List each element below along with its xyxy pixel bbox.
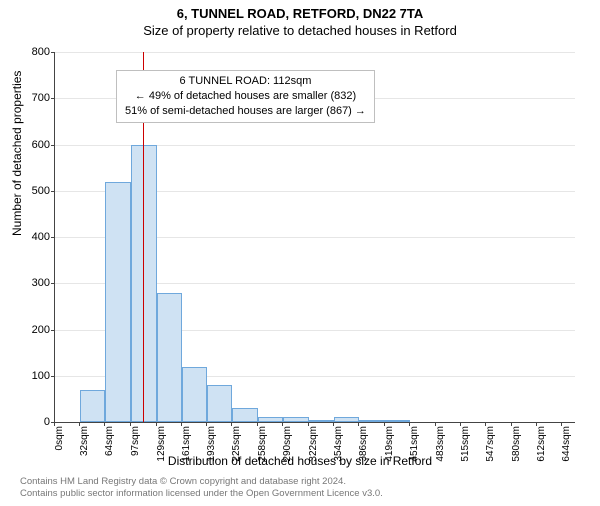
xtick-label: 644sqm xyxy=(561,426,572,476)
histogram-bar xyxy=(385,420,410,422)
histogram-bar xyxy=(182,367,207,423)
annotation-line: 51% of semi-detached houses are larger (… xyxy=(125,104,366,119)
xtick-label: 290sqm xyxy=(282,426,293,476)
annotation-box: 6 TUNNEL ROAD: 112sqm← 49% of detached h… xyxy=(116,70,375,123)
ytick-mark xyxy=(51,145,55,146)
histogram-bar xyxy=(309,420,334,422)
ytick-label: 300 xyxy=(10,277,50,289)
xtick-label: 419sqm xyxy=(384,426,395,476)
xtick-label: 451sqm xyxy=(409,426,420,476)
histogram-bar xyxy=(283,417,308,422)
annotation-line: ← 49% of detached houses are smaller (83… xyxy=(125,89,366,104)
ytick-label: 400 xyxy=(10,231,50,243)
xtick-label: 386sqm xyxy=(358,426,369,476)
histogram-bar xyxy=(80,390,105,422)
histogram-bar xyxy=(207,385,232,422)
xtick-label: 97sqm xyxy=(130,426,141,476)
xtick-label: 32sqm xyxy=(79,426,90,476)
histogram-bar xyxy=(334,417,359,422)
histogram-bar xyxy=(359,420,385,422)
ytick-mark xyxy=(51,237,55,238)
chart-area: 6 TUNNEL ROAD: 112sqm← 49% of detached h… xyxy=(54,52,574,422)
xtick-label: 354sqm xyxy=(333,426,344,476)
xtick-label: 225sqm xyxy=(231,426,242,476)
footer-line-1: Contains HM Land Registry data © Crown c… xyxy=(20,476,383,488)
ytick-mark xyxy=(51,283,55,284)
xtick-label: 129sqm xyxy=(156,426,167,476)
histogram-bar xyxy=(157,293,182,423)
ytick-label: 600 xyxy=(10,139,50,151)
histogram-bar xyxy=(258,417,283,422)
page-title: 6, TUNNEL ROAD, RETFORD, DN22 7TA xyxy=(0,6,600,21)
ytick-mark xyxy=(51,52,55,53)
ytick-label: 700 xyxy=(10,92,50,104)
xtick-label: 161sqm xyxy=(181,426,192,476)
xtick-label: 483sqm xyxy=(435,426,446,476)
ytick-mark xyxy=(51,376,55,377)
ytick-label: 200 xyxy=(10,324,50,336)
xtick-label: 612sqm xyxy=(536,426,547,476)
grid-line xyxy=(55,52,575,53)
footer-line-2: Contains public sector information licen… xyxy=(20,488,383,500)
ytick-mark xyxy=(51,191,55,192)
histogram-bar xyxy=(105,182,131,423)
ytick-mark xyxy=(51,330,55,331)
xtick-label: 547sqm xyxy=(485,426,496,476)
ytick-label: 100 xyxy=(10,370,50,382)
ytick-label: 800 xyxy=(10,46,50,58)
xtick-label: 580sqm xyxy=(511,426,522,476)
xtick-label: 322sqm xyxy=(308,426,319,476)
annotation-line: 6 TUNNEL ROAD: 112sqm xyxy=(125,74,366,89)
footer-attribution: Contains HM Land Registry data © Crown c… xyxy=(20,476,383,500)
xtick-label: 515sqm xyxy=(460,426,471,476)
histogram-bar xyxy=(232,408,258,422)
page-subtitle: Size of property relative to detached ho… xyxy=(0,23,600,38)
ytick-label: 500 xyxy=(10,185,50,197)
xtick-label: 64sqm xyxy=(104,426,115,476)
xtick-label: 193sqm xyxy=(206,426,217,476)
ytick-label: 0 xyxy=(10,416,50,428)
x-axis-label: Distribution of detached houses by size … xyxy=(0,454,600,468)
xtick-label: 258sqm xyxy=(257,426,268,476)
xtick-label: 0sqm xyxy=(54,426,65,476)
ytick-mark xyxy=(51,98,55,99)
